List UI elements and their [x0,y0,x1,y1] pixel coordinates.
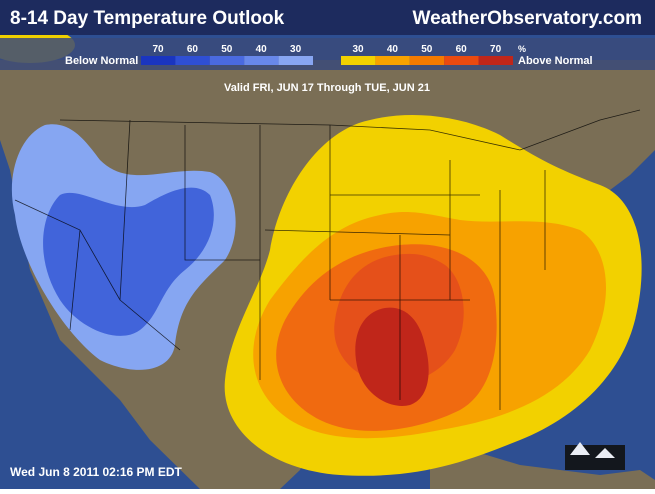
header-bar [0,0,655,35]
below-area-40 [43,187,214,336]
site-name: WeatherObservatory.com [413,8,643,29]
legend-swatch [409,56,445,65]
borders [14,109,641,410]
legend-swatch [278,56,313,65]
legend-swatch [209,56,245,65]
land-south [430,450,655,489]
legend-swatch [244,56,279,65]
above-label: Above Normal [518,55,593,67]
legend-tick: 70 [152,44,164,55]
logo [565,442,625,470]
legend-tick: 40 [256,44,268,55]
legend-tick: 30 [352,44,364,55]
legend-swatch [375,56,410,65]
legend-swatch [444,56,479,65]
legend-tick: 60 [456,44,468,55]
legend-tick: 70 [490,44,502,55]
legend-swatch [478,56,513,65]
valid-range: Valid FRI, JUN 17 Through TUE, JUN 21 [224,82,430,94]
legend: 70 60 50 40 30 30 40 50 60 70% [141,44,526,65]
title: 8-14 Day Temperature Outlook [10,8,285,29]
legend-tick: 50 [221,44,233,55]
above-area-70 [355,307,429,406]
legend-tick: 30 [290,44,302,55]
legend-tick: 60 [187,44,199,55]
legend-unit: % [518,44,526,54]
legend-swatch [141,56,176,65]
legend-tick: 40 [387,44,399,55]
legend-swatch [341,56,376,65]
legend-swatch [175,56,210,65]
timestamp: Wed Jun 8 2011 02:16 PM EDT [10,465,183,479]
legend-tick: 50 [421,44,433,55]
legend-bar [0,38,655,70]
below-label: Below Normal [65,55,138,67]
